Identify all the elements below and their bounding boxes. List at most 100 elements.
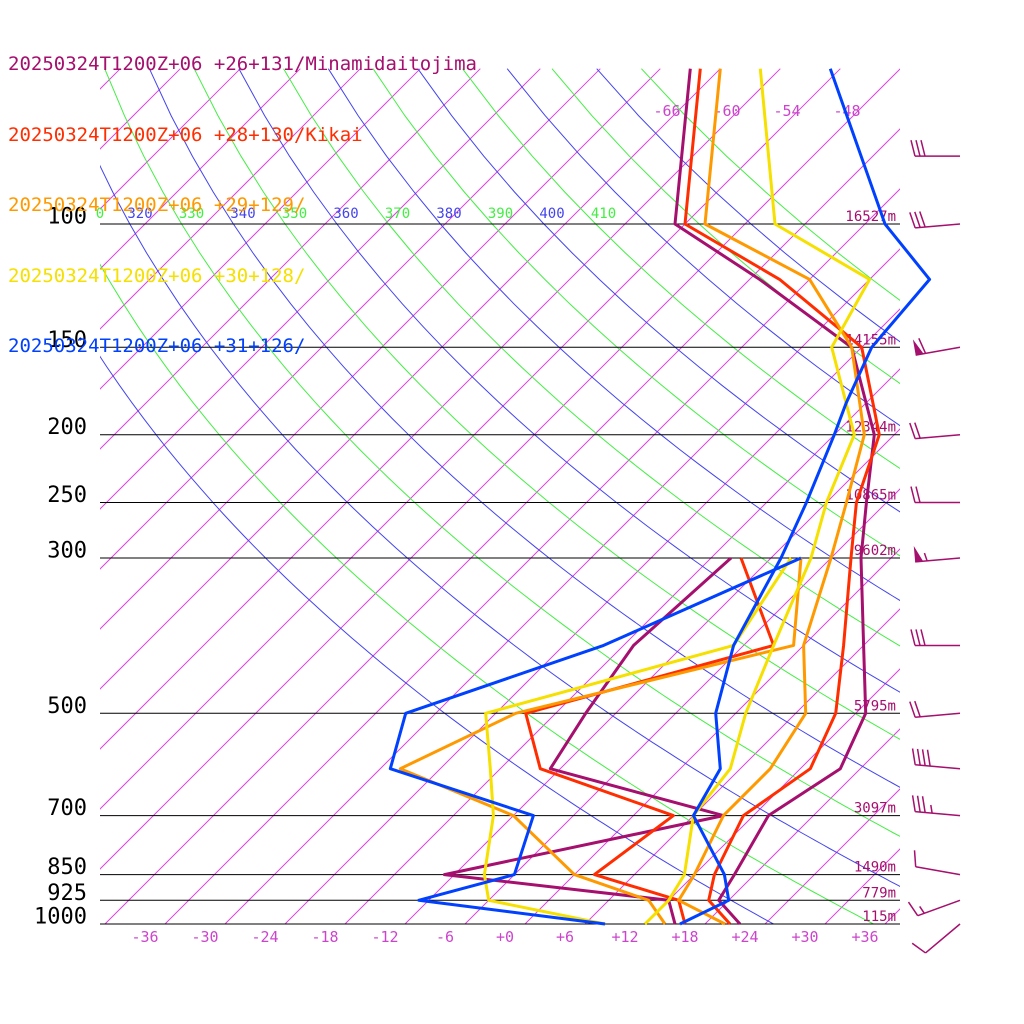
isobar-lines xyxy=(100,223,900,925)
isotherm-line xyxy=(524,548,900,924)
height-label: 3097m xyxy=(854,801,896,817)
pressure-label: 150 xyxy=(47,328,87,353)
dewpoint-trace-3 xyxy=(398,557,803,925)
wind-barb xyxy=(912,337,961,356)
theta-label: 400 xyxy=(539,206,564,222)
legend-entry-5: 20250324T1200Z+06 +31+126/ xyxy=(8,335,306,357)
pressure-label: 850 xyxy=(47,855,87,880)
legend-entry-3: 20250324T1200Z+06 +29+129/ xyxy=(8,194,306,216)
isotherm-line xyxy=(464,488,900,924)
theta-label: 350 xyxy=(282,206,307,222)
pressure-label: 200 xyxy=(47,415,87,440)
temperature-tick-label: -6 xyxy=(436,928,454,946)
dry-adiabat-line xyxy=(238,68,900,693)
legend-entry-1: 20250324T1200Z+06 +26+131/Minamidaitojim… xyxy=(8,53,477,75)
wind-barb xyxy=(911,923,961,954)
isotherm-line xyxy=(884,908,900,924)
temperature-tick-label: +6 xyxy=(556,928,574,946)
isotherm-line xyxy=(100,68,900,870)
theta-label: 360 xyxy=(333,206,358,222)
dewpoint-trace-5 xyxy=(388,556,802,926)
legend-entry-2: 20250324T1200Z+06 +28+130/Kikai xyxy=(8,123,363,146)
wind-barb xyxy=(909,422,961,440)
dry-adiabat-line xyxy=(417,68,900,513)
wind-barb xyxy=(911,795,961,817)
isotherm-line xyxy=(100,68,601,570)
mixing-ratio-label: -60 xyxy=(713,102,740,120)
temperature-tick-label: +30 xyxy=(791,928,818,946)
temperature-tick-label: +0 xyxy=(496,928,514,946)
pressure-label: 100 xyxy=(47,205,87,230)
isotherm-line xyxy=(100,68,301,270)
theta-label: 410 xyxy=(591,206,616,222)
height-label: 5795m xyxy=(854,698,896,714)
isotherm-line xyxy=(224,248,900,924)
isotherm-line xyxy=(584,608,900,924)
mixing-ratio-label: -48 xyxy=(833,102,860,120)
wind-barb xyxy=(910,629,960,647)
dry-adiabat-line xyxy=(104,68,900,837)
pressure-label: 700 xyxy=(47,796,87,821)
theta-label: 370 xyxy=(385,206,410,222)
pressure-label: 500 xyxy=(47,694,87,719)
mixing-ratio-label: -54 xyxy=(773,102,800,120)
wind-barb xyxy=(909,700,961,718)
wind-barb xyxy=(910,486,960,504)
temperature-tick-label: +24 xyxy=(731,928,758,946)
height-label: 779m xyxy=(862,885,896,901)
legend: 20250324T1200Z+06 +26+131/Minamidaitojim… xyxy=(8,6,477,382)
dry-adiabat-line xyxy=(193,68,900,740)
dewpoint-trace-4 xyxy=(482,557,793,926)
height-label: 115m xyxy=(862,909,896,925)
temperature-trace-5 xyxy=(679,68,932,926)
temperature-trace-3 xyxy=(677,68,866,926)
isotherm-line xyxy=(704,728,900,924)
isotherm-line xyxy=(100,68,781,750)
dry-adiabat-line xyxy=(596,68,900,343)
wind-barb xyxy=(913,850,961,876)
temperature-trace-4 xyxy=(643,68,872,926)
height-label: 1490m xyxy=(854,860,896,876)
pressure-label: 925 xyxy=(47,881,87,906)
theta-label: 340 xyxy=(230,206,255,222)
temperature-tick-label: +18 xyxy=(671,928,698,946)
mixing-ratio-label: -66 xyxy=(653,102,680,120)
temperature-tick-label: -12 xyxy=(371,928,398,946)
temperature-tick-label: -30 xyxy=(191,928,218,946)
wind-barb xyxy=(910,139,960,157)
dry-adiabat-line xyxy=(462,68,900,470)
height-label: 12344m xyxy=(845,420,896,436)
wind-barb xyxy=(913,545,961,563)
pressure-label: 250 xyxy=(47,483,87,508)
wind-barb xyxy=(909,211,961,229)
wind-barbs xyxy=(907,139,961,954)
wind-barb xyxy=(911,748,961,770)
dewpoint-trace-2 xyxy=(524,557,776,925)
dewpoint-trace-1 xyxy=(442,556,733,925)
isotherm-line xyxy=(104,128,900,924)
temperature-tick-label: -18 xyxy=(311,928,338,946)
isotherm-line xyxy=(100,68,661,630)
dry-adiabat-line xyxy=(372,68,900,557)
isotherm-line xyxy=(100,68,841,810)
mixing-ratio-lines xyxy=(100,68,1024,924)
wind-barb xyxy=(907,899,961,917)
dry-adiabat-line xyxy=(100,263,875,924)
isotherm-line xyxy=(1005,69,1024,924)
isotherm-line xyxy=(100,68,481,450)
temperature-tick-label: -24 xyxy=(251,928,278,946)
theta-label: 320 xyxy=(127,206,152,222)
isotherm-line xyxy=(164,188,900,924)
pressure-label: 1000 xyxy=(34,905,87,930)
temperature-tick-label: +12 xyxy=(611,928,638,946)
theta-label: 330 xyxy=(179,206,204,222)
height-label: 16527m xyxy=(845,209,896,225)
dry-adiabat-line xyxy=(148,68,900,788)
isotherm-line xyxy=(644,668,900,924)
height-label: 10865m xyxy=(845,488,896,504)
isotherm-line xyxy=(344,368,900,924)
isotherm-line xyxy=(100,68,721,690)
isotherm-line xyxy=(100,68,421,390)
